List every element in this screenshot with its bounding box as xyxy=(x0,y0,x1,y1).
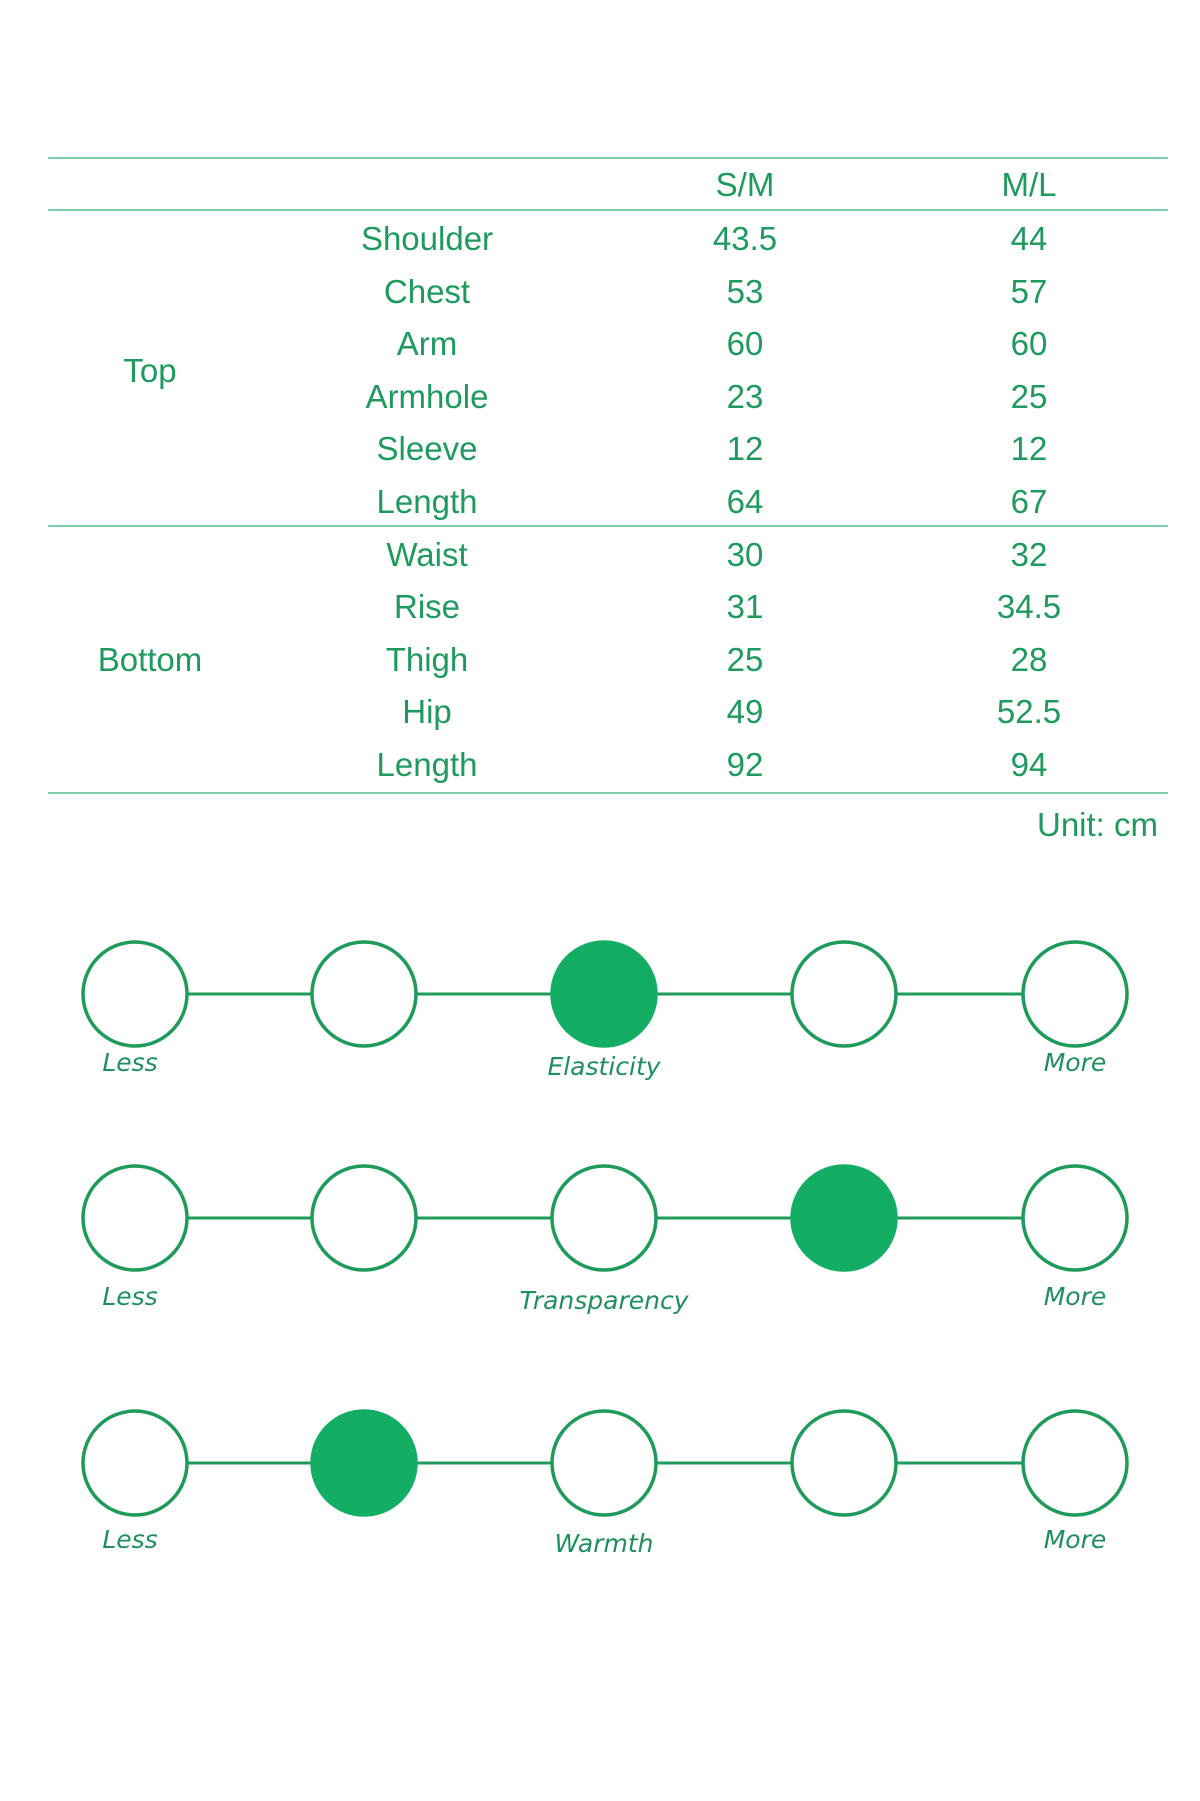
scale-name: Elasticity xyxy=(547,1052,661,1081)
scale-dot-empty xyxy=(81,1164,189,1272)
value-sm: 43.5 xyxy=(712,220,778,257)
value-sm: 25 xyxy=(726,640,764,678)
measurement-label: Length xyxy=(376,483,478,520)
value-sm: 92 xyxy=(726,746,764,783)
unit-label: Unit: cm xyxy=(1036,806,1158,843)
value-ml: 28 xyxy=(1010,640,1048,678)
header-sm: S/M xyxy=(715,166,775,203)
table-rule xyxy=(48,525,1168,527)
measurement-label: Thigh xyxy=(385,640,469,678)
table-rule xyxy=(48,792,1168,794)
scale-transparency: Less Transparency More xyxy=(81,1164,1129,1315)
value-sm: 31 xyxy=(726,588,764,626)
value-sm: 23 xyxy=(726,377,764,415)
scale-max-label: More xyxy=(1044,1048,1107,1077)
value-ml: 57 xyxy=(1010,272,1048,310)
measurement-label: Waist xyxy=(386,535,468,573)
group-label: Top xyxy=(123,351,177,389)
scale-dot-empty xyxy=(790,1409,898,1517)
value-sm: 30 xyxy=(726,535,764,573)
scale-dot-empty xyxy=(81,940,189,1048)
value-sm: 49 xyxy=(726,693,764,731)
value-ml: 32 xyxy=(1010,535,1048,573)
measurement-label: Sleeve xyxy=(376,430,478,468)
value-ml: 67 xyxy=(1010,483,1048,520)
value-ml: 60 xyxy=(1010,325,1048,363)
scale-dot-empty xyxy=(1021,1409,1129,1517)
value-sm: 64 xyxy=(726,483,764,520)
scale-name: Warmth xyxy=(555,1529,654,1558)
table-rule xyxy=(48,209,1168,211)
value-ml: 25 xyxy=(1010,377,1048,415)
scale-dot-filled xyxy=(310,1409,418,1517)
scale-elasticity: Less Elasticity More xyxy=(81,940,1129,1081)
value-ml: 94 xyxy=(1010,746,1048,783)
value-sm: 60 xyxy=(726,325,764,363)
scale-dot-empty xyxy=(81,1409,189,1517)
value-ml: 52.5 xyxy=(996,693,1062,731)
scale-warmth: Less Warmth More xyxy=(81,1409,1129,1558)
scale-dot-filled xyxy=(550,940,658,1048)
value-ml: 44 xyxy=(1010,220,1048,257)
measurement-label: Length xyxy=(376,746,478,783)
value-sm: 53 xyxy=(726,272,764,310)
scale-min-label: Less xyxy=(102,1048,157,1077)
table-rule xyxy=(48,157,1168,159)
scale-name: Transparency xyxy=(519,1286,689,1315)
measurement-label: Shoulder xyxy=(360,220,494,257)
scale-dot-empty xyxy=(310,940,418,1048)
scale-dot-empty xyxy=(1021,1164,1129,1272)
measurement-label: Arm xyxy=(396,325,458,363)
scale-dot-empty xyxy=(310,1164,418,1272)
scale-dot-filled xyxy=(790,1164,898,1272)
scale-min-label: Less xyxy=(102,1525,157,1554)
measurement-label: Chest xyxy=(383,272,471,310)
scale-max-label: More xyxy=(1044,1525,1107,1554)
scale-dot-empty xyxy=(550,1409,658,1517)
scale-dot-empty xyxy=(1021,940,1129,1048)
scale-dot-empty xyxy=(790,940,898,1048)
value-ml: 34.5 xyxy=(996,588,1062,626)
scale-min-label: Less xyxy=(102,1282,157,1311)
value-ml: 12 xyxy=(1010,430,1048,468)
measurement-label: Hip xyxy=(402,693,452,731)
scale-max-label: More xyxy=(1044,1282,1107,1311)
measurement-label: Rise xyxy=(393,588,461,626)
group-label: Bottom xyxy=(97,640,203,678)
scale-dot-empty xyxy=(550,1164,658,1272)
header-ml: M/L xyxy=(1001,166,1057,203)
value-sm: 12 xyxy=(726,430,764,468)
measurement-label: Armhole xyxy=(365,377,489,415)
